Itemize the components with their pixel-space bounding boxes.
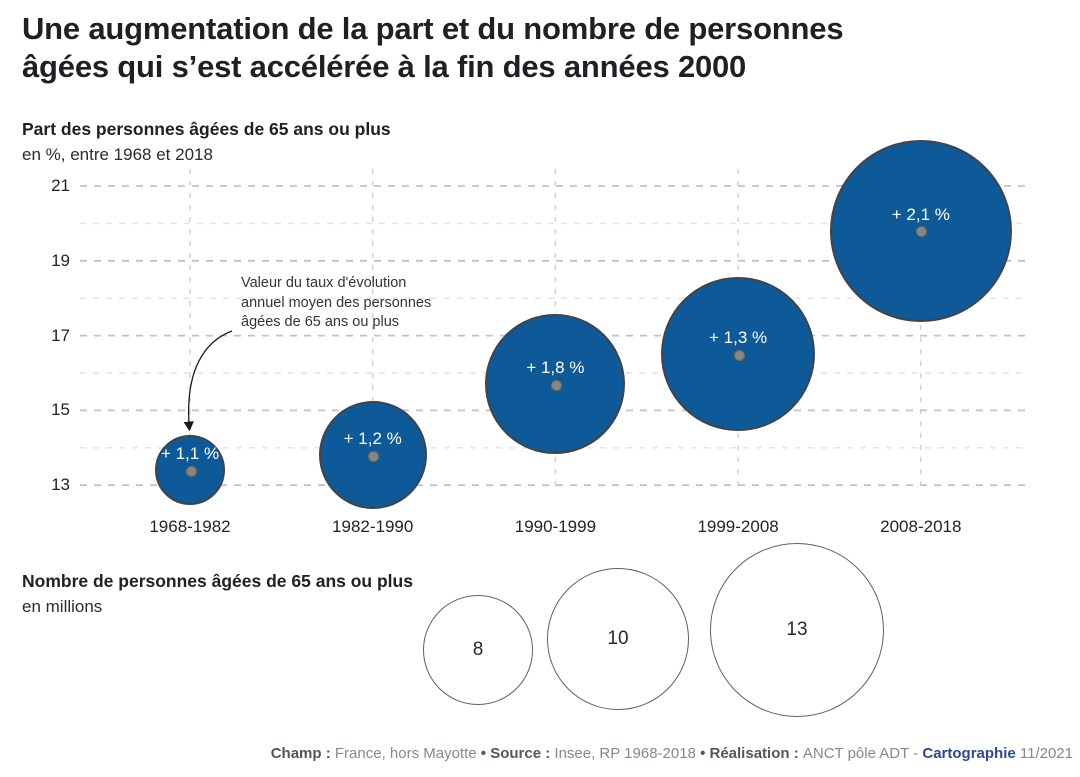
size-legend-subtitle: Nombre de personnes âgées de 65 ans ou p… <box>22 568 413 620</box>
bubble-center-dot <box>185 465 197 477</box>
y-tick-19: 19 <box>51 250 70 270</box>
legend-circle-10 <box>547 568 689 710</box>
bubble-1968-1982 <box>155 435 225 506</box>
x-label-2008-2018: 2008-2018 <box>880 517 962 536</box>
share-chart-heading: Part des personnes âgées de 65 ans ou pl… <box>22 119 391 139</box>
y-tick-21: 21 <box>51 176 70 195</box>
share-chart-unit: en %, entre 1968 et 2018 <box>22 145 213 164</box>
share-chart-subtitle: Part des personnes âgées de 65 ans ou pl… <box>22 116 391 168</box>
bubble-center-dot <box>733 349 745 361</box>
size-legend-heading: Nombre de personnes âgées de 65 ans ou p… <box>22 571 413 591</box>
y-tick-17: 17 <box>51 325 70 345</box>
x-label-1990-1999: 1990-1999 <box>514 517 597 536</box>
bubble-center-dot <box>550 379 562 391</box>
footer-segment: Réalisation : <box>709 745 803 762</box>
annotation-text: Valeur du taux d'évolution annuel moyen d… <box>241 274 431 333</box>
footer-segment: • <box>695 745 710 762</box>
legend-value-13: 13 <box>786 619 808 640</box>
footer-segment: Cartographie <box>922 745 1016 762</box>
page-title-line1: Une augmentation de la part et du nombre… <box>22 11 844 46</box>
x-label-1968-1982: 1968-1982 <box>149 517 231 536</box>
y-tick-13: 13 <box>51 475 70 495</box>
footer-segment: ANCT pôle ADT - <box>802 745 923 762</box>
legend-circle-13 <box>710 543 884 717</box>
page-title-line2: âgées qui s’est accélérée à la fin des a… <box>22 49 747 84</box>
annotation-line-2: annuel moyen des personnes <box>241 294 432 311</box>
footer-segment: 11/2021 <box>1015 745 1073 762</box>
legend-value-8: 8 <box>472 639 484 660</box>
x-label-1999-2008: 1999-2008 <box>697 517 779 536</box>
footer: Champ : France, hors Mayotte • Source : … <box>271 745 1073 762</box>
legend-circle-8 <box>423 595 533 705</box>
y-tick-15: 15 <box>51 400 70 420</box>
bubble-rate-label: + 1,3 % <box>709 328 768 348</box>
footer-segment: Insee, RP 1968-2018 <box>554 745 696 762</box>
bubble-rate-label: + 1,8 % <box>526 358 585 378</box>
bubble-rate-label: + 1,1 % <box>160 444 220 464</box>
bubble-center-dot <box>368 450 380 462</box>
bubble-rate-label: + 1,2 % <box>343 429 402 449</box>
bubble-rate-label: + 2,1 % <box>891 204 950 224</box>
annotation-line-1: Valeur du taux d'évolution <box>241 275 407 291</box>
footer-segment: Champ : <box>270 745 335 762</box>
footer-segment: Source : <box>490 745 555 762</box>
footer-segment: • <box>476 745 491 762</box>
footer-segment: France, hors Mayotte <box>334 745 477 762</box>
size-legend-unit: en millions <box>22 597 103 616</box>
annotation-line-3: âgées de 65 ans ou plus <box>241 314 400 330</box>
x-label-1982-1990: 1982-1990 <box>332 517 414 536</box>
legend-value-10: 10 <box>607 628 629 649</box>
bubble-center-dot <box>916 226 928 238</box>
page-title: Une augmentation de la part et du nombre… <box>22 10 844 86</box>
